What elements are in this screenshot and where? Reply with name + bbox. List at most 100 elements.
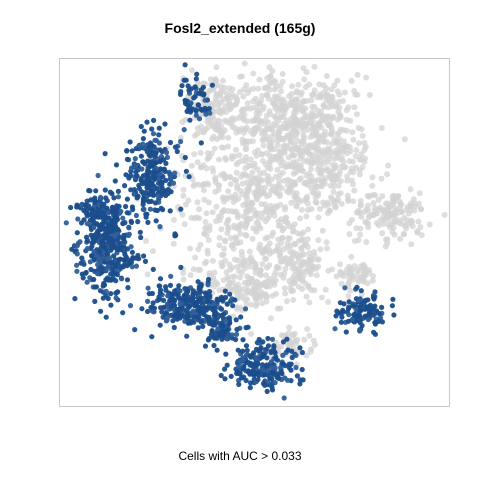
high-auc-point — [151, 117, 157, 123]
low-auc-point — [274, 166, 281, 173]
low-auc-point — [295, 283, 302, 290]
high-auc-point — [202, 343, 209, 349]
high-auc-point — [181, 77, 187, 83]
low-auc-point — [299, 261, 305, 268]
low-auc-point — [351, 104, 358, 111]
low-auc-point — [362, 218, 369, 225]
low-auc-point — [211, 145, 218, 152]
low-auc-point — [243, 179, 250, 186]
low-auc-point — [305, 126, 311, 133]
low-auc-point — [291, 272, 298, 279]
high-auc-point — [230, 303, 236, 309]
high-auc-point — [138, 234, 144, 241]
low-auc-point — [197, 149, 204, 156]
low-auc-point — [272, 269, 279, 276]
low-auc-point — [194, 199, 201, 206]
high-auc-point — [127, 303, 134, 309]
high-auc-point — [244, 347, 250, 354]
high-auc-point — [176, 283, 182, 289]
high-auc-point — [391, 312, 397, 318]
low-auc-point — [347, 144, 353, 151]
high-auc-point — [281, 395, 287, 401]
high-auc-point — [124, 156, 130, 162]
low-auc-point — [246, 174, 253, 180]
high-auc-point — [109, 204, 116, 210]
low-auc-point — [277, 114, 284, 121]
high-auc-point — [379, 304, 385, 310]
low-auc-point — [364, 280, 371, 287]
low-auc-point — [237, 230, 244, 237]
low-auc-point — [407, 186, 414, 193]
low-auc-point — [264, 75, 271, 82]
low-auc-point — [218, 129, 225, 135]
high-auc-point — [294, 373, 300, 379]
low-auc-point — [426, 221, 433, 228]
low-auc-point — [213, 203, 220, 210]
low-auc-point — [226, 85, 233, 92]
high-auc-point — [248, 380, 254, 386]
low-auc-point — [303, 196, 310, 203]
low-auc-point — [213, 81, 220, 88]
high-auc-point — [135, 219, 141, 225]
low-auc-point — [306, 250, 313, 257]
low-auc-point — [239, 136, 246, 143]
high-auc-point — [178, 300, 184, 306]
high-auc-point — [78, 260, 84, 266]
low-auc-point — [302, 120, 309, 127]
high-auc-point — [104, 275, 111, 281]
low-auc-point — [322, 128, 328, 135]
low-auc-point — [361, 139, 368, 146]
low-auc-point — [231, 208, 238, 215]
low-auc-point — [354, 71, 361, 78]
high-auc-point — [268, 348, 275, 354]
high-auc-point — [211, 342, 217, 349]
high-auc-point — [80, 275, 86, 281]
high-auc-point — [265, 343, 272, 349]
low-auc-point — [290, 296, 297, 303]
high-auc-point — [200, 323, 206, 329]
high-auc-point — [213, 331, 219, 337]
low-auc-point — [365, 224, 372, 231]
high-auc-point — [130, 206, 136, 213]
low-auc-point — [381, 207, 388, 214]
low-auc-point — [218, 144, 225, 151]
high-auc-point — [100, 225, 106, 232]
high-auc-point — [115, 267, 121, 274]
low-auc-point — [233, 129, 240, 136]
low-auc-point — [242, 224, 249, 231]
low-auc-point — [335, 182, 342, 189]
low-auc-point — [253, 152, 260, 159]
low-auc-point — [284, 298, 290, 305]
high-auc-point — [211, 308, 218, 315]
high-auc-point — [114, 272, 120, 278]
low-auc-point — [362, 272, 369, 279]
low-auc-point — [253, 192, 259, 199]
high-auc-point — [338, 319, 344, 325]
low-auc-point — [332, 162, 339, 169]
low-auc-point — [317, 169, 324, 176]
high-auc-point — [214, 335, 220, 341]
low-auc-point — [270, 229, 276, 236]
low-auc-point — [295, 81, 302, 88]
low-auc-point — [355, 124, 362, 131]
high-auc-point — [176, 312, 182, 318]
high-auc-point — [161, 304, 167, 310]
high-auc-point — [122, 183, 128, 189]
low-auc-point — [308, 166, 314, 173]
high-auc-point — [354, 313, 360, 319]
high-auc-point — [172, 144, 179, 150]
high-auc-point — [349, 316, 356, 322]
low-auc-point — [289, 83, 296, 90]
high-auc-point — [221, 332, 227, 338]
low-auc-point — [268, 133, 275, 140]
high-auc-point — [157, 276, 164, 282]
low-auc-point — [261, 184, 268, 191]
high-auc-point — [87, 259, 93, 265]
high-auc-point — [195, 317, 201, 323]
high-auc-point — [133, 255, 139, 261]
high-auc-point — [300, 377, 306, 383]
low-auc-point — [231, 222, 237, 229]
low-auc-point — [390, 196, 397, 203]
high-auc-point — [299, 366, 305, 373]
high-auc-point — [78, 202, 84, 208]
